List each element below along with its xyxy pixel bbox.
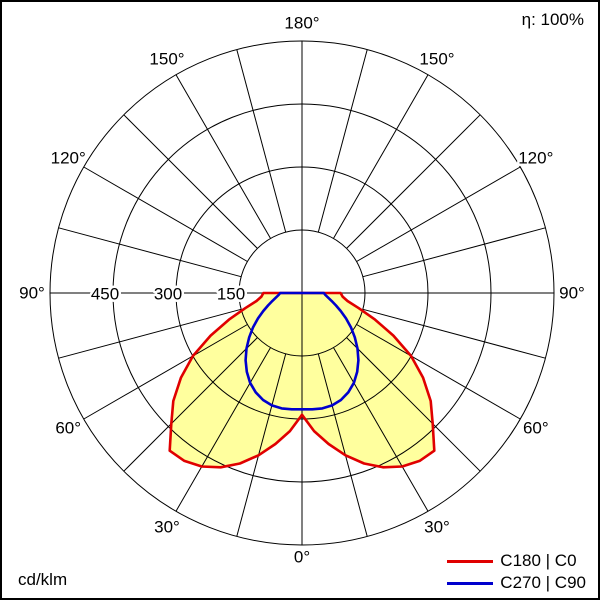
legend-item-c0: C180 | C0: [447, 550, 586, 572]
series-curve-1: [244, 291, 360, 411]
grid-radial-line: [346, 337, 481, 472]
unit-label: cd/klm: [18, 570, 68, 589]
legend-item-c90: C270 | C90: [447, 572, 586, 594]
grid-radial-line: [317, 49, 368, 233]
grid-radial-line: [346, 114, 481, 249]
angle-label: 150°: [149, 50, 184, 69]
grid-radial-line: [317, 353, 368, 537]
grid-radial-line: [236, 353, 287, 537]
grid-radial-line: [356, 166, 521, 262]
ring-value-label: 150: [217, 285, 245, 304]
grid-radial-line: [83, 324, 248, 420]
angle-label: 60°: [55, 419, 81, 438]
ring-value-label: 300: [154, 285, 182, 304]
angle-label: 0°: [294, 548, 310, 567]
grid-radial-line: [333, 347, 429, 512]
grid-radial-line: [333, 74, 429, 239]
legend-line-red: [447, 559, 494, 563]
angle-label: 120°: [51, 149, 86, 168]
angle-label: 30°: [424, 517, 450, 536]
grid-radial-line: [83, 166, 248, 262]
grid-radial-line: [123, 114, 258, 249]
legend-label-c90: C270 | C90: [500, 573, 586, 592]
angle-label: 120°: [518, 149, 553, 168]
legend-line-blue: [447, 581, 494, 585]
efficiency-label: η: 100%: [521, 10, 584, 29]
grid-radial-line: [175, 347, 271, 512]
legend-label-c0: C180 | C0: [500, 551, 577, 570]
angle-label: 30°: [154, 517, 180, 536]
grid-radial-line: [175, 74, 271, 239]
grid-radial-line: [362, 227, 546, 278]
angle-label: 60°: [523, 419, 549, 438]
angle-label: 150°: [419, 50, 454, 69]
series-curve-0: [168, 291, 436, 469]
angle-label: 90°: [559, 284, 585, 303]
grid-radial-line: [58, 227, 242, 278]
ring-value-label: 450: [91, 285, 119, 304]
grid-radial-line: [356, 324, 521, 420]
grid-radial-line: [123, 337, 258, 472]
grid-radial-line: [58, 308, 242, 359]
angle-label: 180°: [284, 14, 319, 33]
angle-label: 90°: [19, 284, 45, 303]
legend: C180 | C0 C270 | C90: [447, 550, 586, 594]
grid-radial-line: [236, 49, 287, 233]
grid-radial-line: [362, 308, 546, 359]
